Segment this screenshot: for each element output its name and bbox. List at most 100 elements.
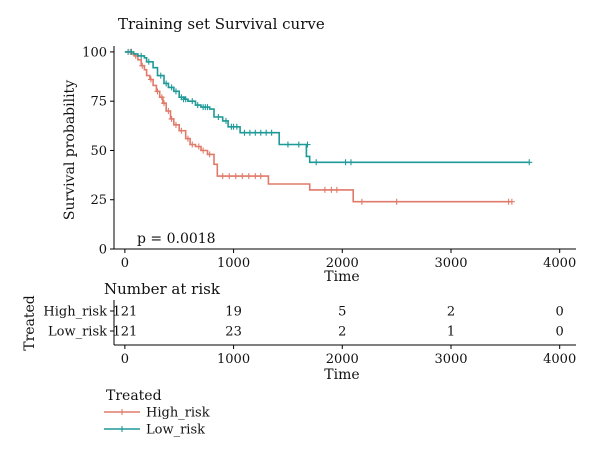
censor-mark — [219, 173, 226, 180]
censor-mark — [189, 98, 196, 105]
censor-mark — [313, 159, 320, 166]
censor-mark — [333, 186, 340, 193]
risk-table-group-axis-title: Treated — [22, 295, 38, 351]
censor-mark — [182, 96, 189, 103]
risk-table: High_risk 121 19 5 2 0 Low_risk 121 23 2 1 0 0 1000 20… — [43, 300, 576, 367]
risk-table-count: 0 — [556, 305, 564, 320]
censor-mark — [147, 76, 154, 83]
censor-mark — [163, 80, 170, 87]
legend-swatch-censor-mark — [119, 426, 125, 432]
risk-table-x-axis-title: Time — [324, 367, 359, 383]
censor-mark — [321, 186, 328, 193]
censor-mark — [526, 159, 533, 166]
censor-mark — [284, 141, 291, 148]
series-high-risk — [124, 48, 515, 205]
risk-table-count: 2 — [447, 305, 455, 320]
censor-mark — [145, 58, 152, 65]
censor-mark — [165, 108, 172, 115]
legend: High_risk Low_risk — [104, 406, 210, 438]
risk-table-row-label: Low_risk — [48, 325, 107, 340]
censor-mark — [222, 117, 229, 124]
y-tick-label: 75 — [90, 95, 107, 110]
censor-mark — [189, 141, 196, 148]
x-tick-label: 0 — [121, 256, 129, 271]
censor-mark — [342, 159, 349, 166]
censor-mark — [257, 129, 264, 136]
censor-mark — [178, 127, 185, 134]
censor-mark — [252, 173, 259, 180]
risk-table-x-tick-label: 1000 — [217, 352, 250, 367]
censor-mark — [246, 129, 253, 136]
survival-curve-line — [124, 51, 530, 164]
censor-mark — [233, 123, 240, 130]
risk-table-count: 2 — [338, 325, 346, 340]
risk-table-count: 121 — [112, 305, 137, 320]
legend-swatch-censor-mark — [119, 409, 125, 415]
risk-table-row-label: High_risk — [43, 305, 107, 320]
censor-mark — [204, 104, 211, 111]
y-tick-label: 0 — [99, 243, 107, 258]
censor-mark — [128, 48, 135, 55]
censor-mark — [194, 102, 201, 109]
censor-mark — [172, 88, 179, 95]
censor-mark — [508, 198, 515, 205]
legend-label: High_risk — [146, 406, 210, 421]
risk-table-count: 5 — [338, 305, 346, 320]
censor-mark — [393, 198, 400, 205]
censor-mark — [184, 135, 191, 142]
censor-mark — [245, 173, 252, 180]
x-tick-label: 1000 — [217, 256, 250, 271]
legend-title: Treated — [106, 388, 162, 404]
risk-table-count: 121 — [112, 325, 137, 340]
series-low-risk — [124, 48, 533, 166]
censor-mark — [295, 141, 302, 148]
risk-table-count: 0 — [556, 325, 564, 340]
censor-mark — [252, 129, 259, 136]
censor-mark — [172, 121, 179, 128]
censor-mark — [347, 159, 354, 166]
censor-mark — [158, 94, 165, 101]
risk-table-x-tick-label: 2000 — [326, 352, 359, 367]
censor-mark — [257, 173, 264, 180]
legend-item-low-risk: Low_risk — [104, 423, 205, 438]
legend-label: Low_risk — [146, 423, 205, 438]
survival-curve-line — [124, 51, 511, 203]
censor-mark — [304, 141, 311, 148]
censor-mark — [241, 129, 248, 136]
censor-mark — [215, 113, 222, 120]
censor-mark — [268, 129, 275, 136]
chart-title: Training set Survival curve — [118, 15, 325, 33]
risk-table-count: 23 — [225, 325, 242, 340]
risk-table-count: 1 — [447, 325, 455, 340]
risk-table-x-tick-label: 0 — [121, 352, 129, 367]
censor-mark — [157, 72, 164, 79]
y-tick-label: 50 — [90, 144, 107, 159]
y-tick-label: 100 — [82, 45, 107, 60]
censor-mark — [206, 151, 213, 158]
censor-mark — [138, 52, 145, 59]
risk-table-x-tick-label: 4000 — [543, 352, 576, 367]
censor-mark — [358, 198, 365, 205]
censor-mark — [239, 173, 246, 180]
censor-mark — [328, 186, 335, 193]
censor-mark — [154, 88, 161, 95]
censor-mark — [168, 84, 175, 91]
censor-mark — [200, 147, 207, 154]
censor-mark — [168, 115, 175, 122]
censor-mark — [226, 173, 233, 180]
y-axis-title: Survival probability — [62, 80, 78, 220]
p-value-annotation: p = 0.0018 — [137, 231, 216, 247]
censor-mark — [263, 129, 270, 136]
risk-table-title: Number at risk — [104, 280, 221, 298]
x-axis-title: Time — [324, 269, 359, 285]
censor-mark — [161, 100, 168, 107]
censor-mark — [232, 173, 239, 180]
risk-table-x-tick-label: 3000 — [434, 352, 467, 367]
censor-mark — [195, 143, 202, 150]
x-tick-label: 4000 — [543, 256, 576, 271]
x-tick-label: 3000 — [434, 256, 467, 271]
legend-item-high-risk: High_risk — [104, 406, 210, 421]
x-tick-label: 2000 — [326, 256, 359, 271]
